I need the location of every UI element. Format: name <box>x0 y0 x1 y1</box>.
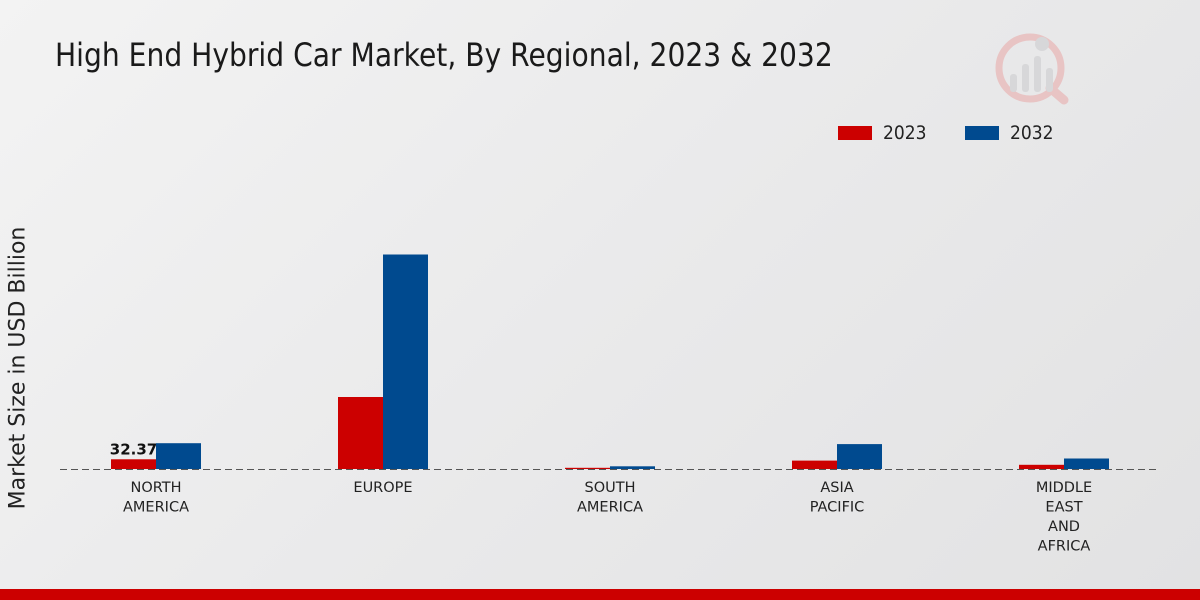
x-tick-label-4-3: AFRICA <box>1038 539 1091 555</box>
x-tick-label-3-0: ASIA <box>820 480 853 496</box>
footer-accent-bar <box>0 589 1200 600</box>
bar-2023-3 <box>792 460 837 469</box>
x-tick-label-2-1: AMERICA <box>577 500 643 516</box>
x-tick-label-4-0: MIDDLE <box>1036 480 1092 496</box>
bar-2032-4 <box>1064 458 1109 469</box>
legend-swatch-2032 <box>965 126 1000 140</box>
x-tick-label-3-1: PACIFIC <box>810 500 865 516</box>
bar-2032-1 <box>383 254 428 469</box>
brand-logo-icon <box>995 33 1069 105</box>
bar-2023-0 <box>111 459 156 469</box>
chart-title: High End Hybrid Car Market, By Regional,… <box>55 36 833 74</box>
legend-label-2032: 2032 <box>1010 122 1054 144</box>
bar-2032-3 <box>837 444 882 469</box>
data-label-0: 32.37 <box>110 440 157 458</box>
bar-2032-2 <box>610 466 655 469</box>
legend-item-2023: 2023 <box>838 122 931 144</box>
x-tick-label-1-0: EUROPE <box>353 480 412 496</box>
bar-2023-4 <box>1019 464 1064 469</box>
legend-item-2032: 2032 <box>965 122 1058 144</box>
legend-label-2023: 2023 <box>883 122 927 144</box>
bar-2032-0 <box>156 443 201 469</box>
x-tick-label-0-0: NORTH <box>130 480 181 496</box>
x-tick-label-0-1: AMERICA <box>123 500 189 516</box>
x-tick-label-4-2: AND <box>1048 519 1080 535</box>
bar-2023-1 <box>338 397 383 469</box>
x-tick-label-4-1: EAST <box>1045 500 1082 516</box>
bar-2023-2 <box>565 467 610 469</box>
x-tick-label-2-0: SOUTH <box>585 480 636 496</box>
legend-swatch-2023 <box>838 126 872 140</box>
chart-legend: 2023 2032 <box>838 122 1093 144</box>
